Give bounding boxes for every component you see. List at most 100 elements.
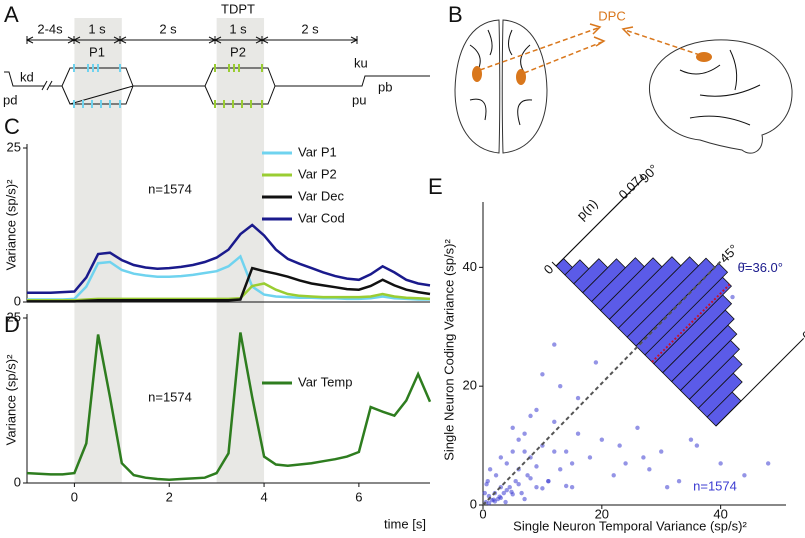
point xyxy=(522,496,527,502)
timeline-arrows xyxy=(25,36,359,44)
series-line xyxy=(27,223,431,295)
radial-tick xyxy=(551,261,557,267)
y-axis-label: Variance (sp/s)² xyxy=(3,354,18,445)
point xyxy=(498,455,504,460)
point xyxy=(599,437,605,442)
panel-letter: D xyxy=(4,312,20,337)
point xyxy=(504,487,509,493)
x-axis-label: time [s] xyxy=(384,516,426,531)
epoch-shade xyxy=(216,302,265,483)
histogram-bar xyxy=(599,257,663,320)
area-label: DPC xyxy=(598,8,625,23)
duration: 2 s xyxy=(301,21,319,36)
y-tick-label: 25 xyxy=(7,139,21,154)
legend-label: Var Dec xyxy=(298,188,344,203)
point xyxy=(493,473,499,478)
point xyxy=(510,449,515,454)
point xyxy=(519,490,524,496)
histogram-bar xyxy=(573,258,609,294)
point xyxy=(730,294,735,300)
series-line xyxy=(27,266,431,303)
y-tick-label: 0 xyxy=(14,474,21,489)
point xyxy=(575,395,581,401)
duration: 1 s xyxy=(229,21,247,36)
point xyxy=(664,484,670,490)
point xyxy=(587,455,593,460)
angle-tick-line xyxy=(715,337,805,427)
histogram-bar xyxy=(590,257,645,312)
point xyxy=(534,407,539,413)
point xyxy=(528,476,533,481)
radial-tick xyxy=(639,173,645,179)
event-label: pu xyxy=(352,92,366,107)
event-label: pb xyxy=(378,79,392,94)
point xyxy=(563,449,569,454)
point xyxy=(593,360,599,365)
duration: 2 s xyxy=(159,21,177,36)
point xyxy=(552,342,557,347)
dpc-site xyxy=(516,69,526,85)
point xyxy=(659,449,664,454)
point xyxy=(558,383,563,389)
stimulus-label: P2 xyxy=(230,44,246,59)
epoch-shade xyxy=(74,18,122,302)
point xyxy=(486,501,492,506)
point xyxy=(484,482,489,487)
event-label: kd xyxy=(20,69,34,84)
stimulus-pulses xyxy=(214,64,263,108)
time-break xyxy=(41,80,53,91)
x-tick-label: 0 xyxy=(479,506,486,521)
point xyxy=(482,490,487,496)
x-tick-label: 40 xyxy=(713,506,727,521)
point xyxy=(641,455,646,460)
duration: 1 s xyxy=(88,21,106,36)
stimulus-label: P1 xyxy=(89,44,105,59)
epoch-shade xyxy=(216,18,265,302)
point xyxy=(742,473,747,478)
x-tick-label: 0 xyxy=(71,489,78,504)
point xyxy=(718,461,723,466)
point xyxy=(647,467,652,472)
point xyxy=(504,461,509,466)
point xyxy=(563,483,569,489)
point xyxy=(525,473,530,478)
point xyxy=(507,484,512,490)
panel-letter: C xyxy=(4,114,20,139)
point xyxy=(503,499,508,505)
point xyxy=(552,449,557,454)
dpc-site xyxy=(696,52,712,62)
hemisphere xyxy=(454,19,501,154)
mean-label: θ̄=36.0° xyxy=(738,260,783,275)
point xyxy=(552,419,557,425)
point xyxy=(534,464,539,469)
radial-axis-label: p(n) xyxy=(574,196,601,223)
x-axis-label: Single Neuron Temporal Variance (sp/s)² xyxy=(513,518,747,533)
annotation: n=1574 xyxy=(693,478,737,493)
y-axis-label: Single Neuron Coding Variance (sp/s)² xyxy=(441,239,456,461)
series-line xyxy=(27,282,431,302)
angle-tick-line xyxy=(482,257,725,506)
x-tick-label: 4 xyxy=(260,489,267,504)
sulci xyxy=(679,49,761,126)
point xyxy=(510,425,515,430)
legend-label: Var Temp xyxy=(298,374,352,389)
legend-label: Var P1 xyxy=(298,144,337,159)
hemisphere xyxy=(501,19,548,154)
histogram-bar xyxy=(608,256,682,329)
stimulus-pulses xyxy=(73,64,121,108)
point xyxy=(694,443,700,448)
point xyxy=(569,484,575,490)
annotation: n=1574 xyxy=(148,181,192,196)
legend-label: Var P2 xyxy=(298,166,337,181)
point xyxy=(509,489,514,495)
point xyxy=(540,372,545,377)
histogram-bar xyxy=(582,258,626,303)
point xyxy=(516,482,521,487)
point xyxy=(534,484,539,490)
point xyxy=(522,431,527,436)
histogram-bar xyxy=(564,259,590,285)
task-diagram: TDPT 2-4s 1 s 2 s 1 s 2 s P1 P2 kd pd ku… xyxy=(3,1,430,108)
point xyxy=(676,479,682,484)
event-label: ku xyxy=(354,55,368,70)
